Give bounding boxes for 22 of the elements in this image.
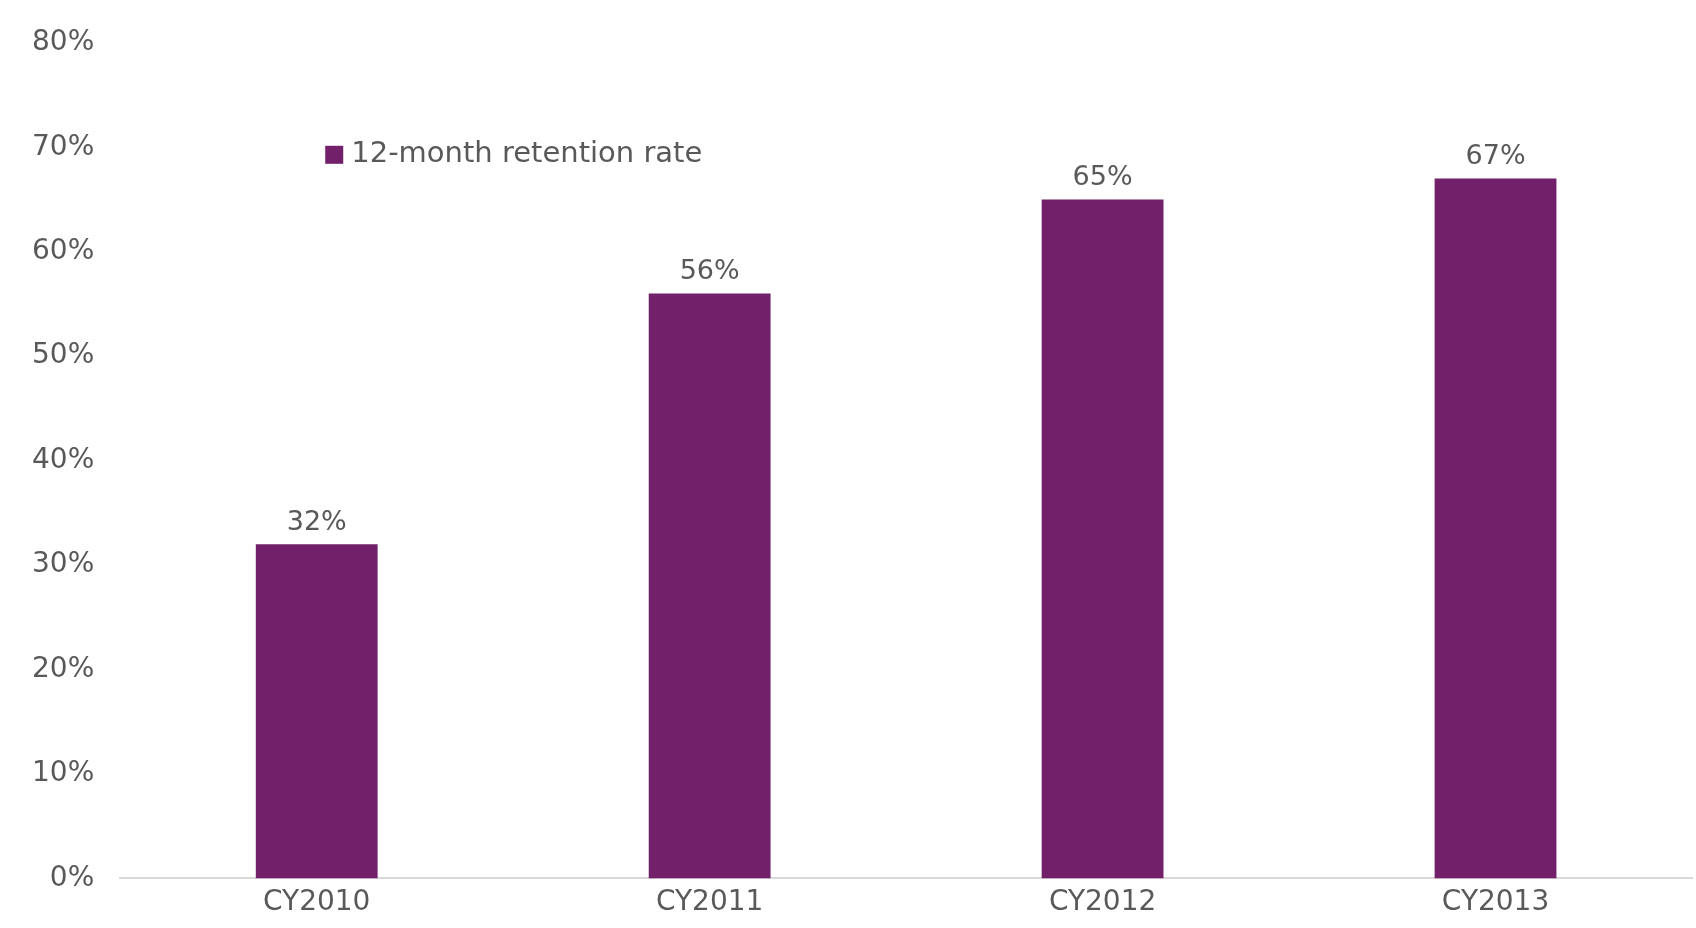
bar — [1041, 199, 1164, 879]
bar — [255, 544, 378, 879]
y-tick-label: 80% — [32, 24, 95, 58]
x-tick-label: CY2011 — [655, 884, 764, 918]
y-tick-label: 40% — [32, 441, 95, 475]
y-tick-label: 10% — [32, 755, 95, 789]
text: 65% — [1072, 159, 1133, 191]
text: 32% — [286, 504, 347, 536]
y-tick-label: 60% — [32, 232, 95, 266]
y-tick-label: 70% — [32, 128, 95, 162]
x-tick-label: CY2012 — [1048, 884, 1157, 918]
y-tick-label: 30% — [32, 546, 95, 580]
y-tick-label: 0% — [49, 859, 95, 893]
text: 56% — [679, 254, 740, 285]
legend-label: 12-month retention rate — [351, 135, 703, 170]
x-tick-label: CY2013 — [1441, 884, 1550, 918]
bar — [648, 293, 771, 879]
text: 67% — [1465, 139, 1526, 171]
x-tick-label: CY2010 — [262, 884, 371, 918]
y-tick-label: 50% — [32, 337, 95, 371]
bar — [1434, 178, 1557, 879]
y-tick-label: 20% — [32, 650, 95, 684]
